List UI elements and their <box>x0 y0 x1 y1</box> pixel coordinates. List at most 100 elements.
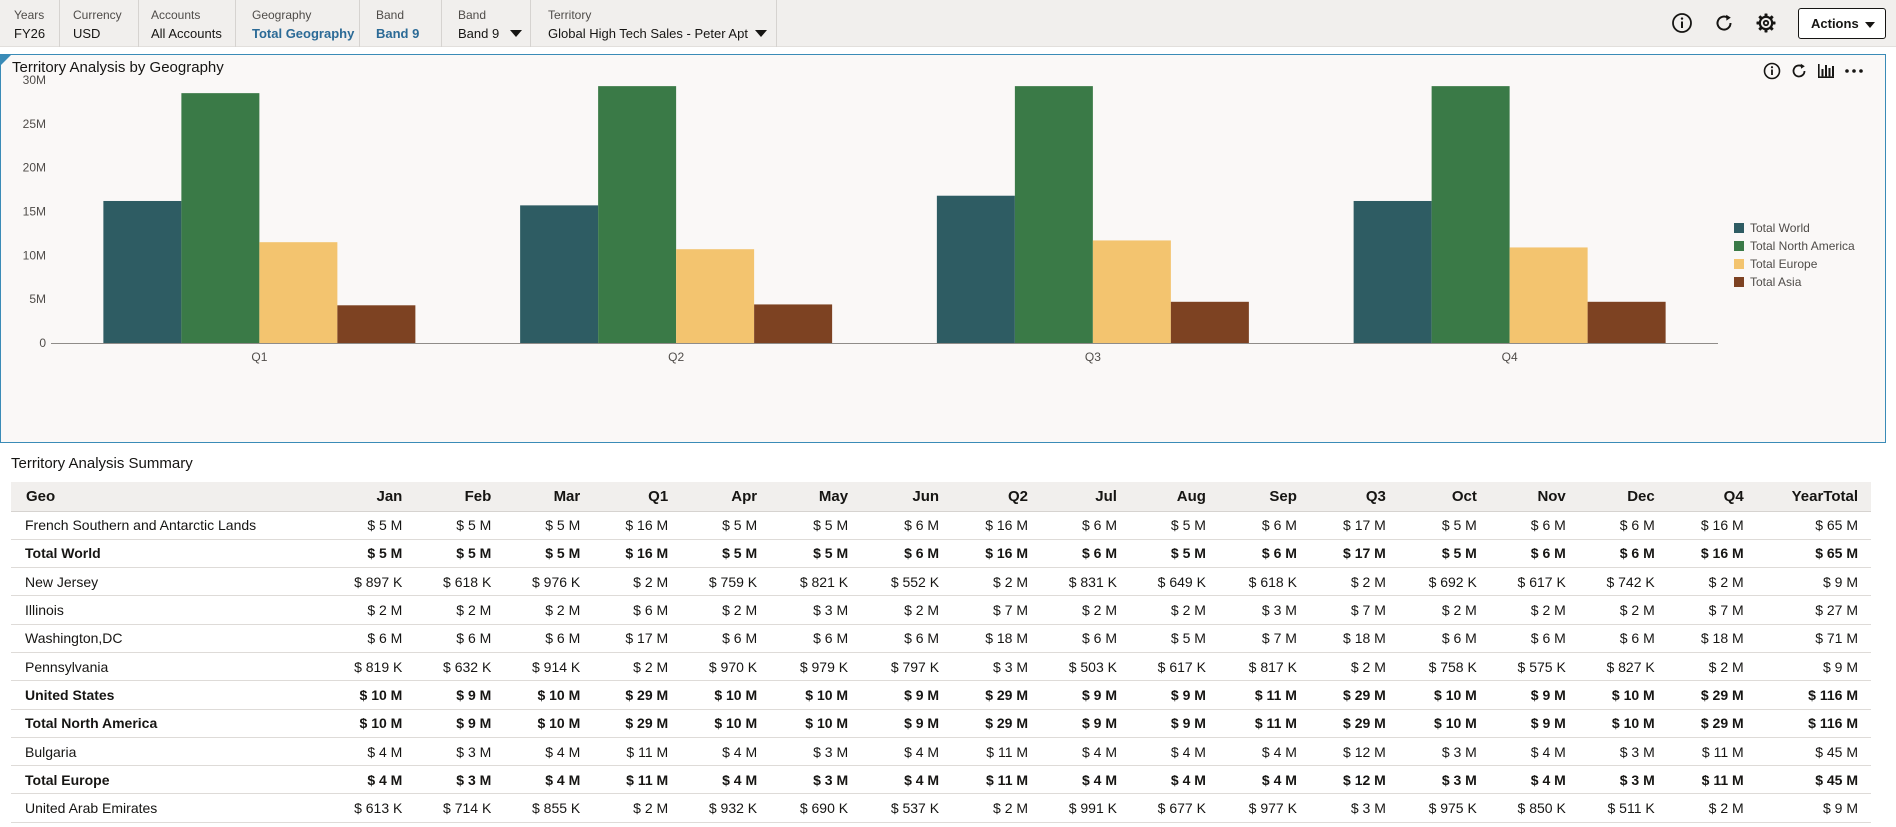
value-cell[interactable]: $ 5 M <box>504 511 594 540</box>
value-cell[interactable]: $ 6 M <box>326 624 416 653</box>
value-cell[interactable]: $ 9 M <box>1041 680 1130 710</box>
row-header-cell[interactable]: United Arab Emirates <box>11 793 327 823</box>
value-cell[interactable]: $ 797 K <box>861 652 953 682</box>
pov-territory[interactable]: Territory Global High Tech Sales - Peter… <box>531 0 777 47</box>
pov-geography-value[interactable]: Total Geography <box>252 26 355 41</box>
value-cell[interactable]: $ 976 K <box>504 567 594 597</box>
legend-item[interactable]: Total World <box>1734 221 1855 239</box>
value-cell[interactable]: $ 4 M <box>1218 737 1310 767</box>
value-cell[interactable]: $ 2 M <box>1309 567 1399 597</box>
value-cell[interactable]: $ 970 K <box>681 652 771 682</box>
value-cell[interactable]: $ 10 M <box>1578 709 1668 738</box>
value-cell[interactable]: $ 979 K <box>770 652 862 682</box>
value-cell[interactable]: $ 7 M <box>1309 595 1399 625</box>
bar-total-asia-q3[interactable] <box>1170 301 1249 343</box>
table-row[interactable]: Total North America $ 10 M $ 9 M $ 10 M $ 29… <box>11 709 1871 738</box>
value-cell[interactable]: $ 975 K <box>1398 793 1490 823</box>
value-cell[interactable]: $ 2 M <box>861 595 953 625</box>
column-header-nov[interactable]: Nov <box>1489 482 1579 512</box>
value-cell[interactable]: $ 18 M <box>952 624 1042 653</box>
value-cell[interactable]: $ 10 M <box>1398 709 1490 738</box>
value-cell[interactable]: $ 991 K <box>1041 793 1130 823</box>
value-cell[interactable]: $ 11 M <box>593 737 682 767</box>
value-cell[interactable]: $ 12 M <box>1309 765 1399 795</box>
value-cell[interactable]: $ 5 M <box>1129 511 1219 540</box>
row-header-cell[interactable]: Bulgaria <box>11 737 327 767</box>
pov-currency[interactable]: Currency USD <box>60 0 139 47</box>
value-cell[interactable]: $ 9 M <box>1129 709 1219 738</box>
value-cell[interactable]: $ 2 M <box>1041 595 1130 625</box>
value-cell[interactable]: $ 4 M <box>861 765 953 795</box>
info-icon[interactable] <box>1761 60 1783 82</box>
value-cell[interactable]: $ 537 K <box>861 793 953 823</box>
table-row[interactable]: Pennsylvania $ 819 K $ 632 K $ 914 K $ 2 M $ … <box>11 652 1871 682</box>
value-cell[interactable]: $ 3 M <box>415 737 505 767</box>
table-row[interactable]: Washington,DC $ 6 M $ 6 M $ 6 M $ 17 M $ 6 M $… <box>11 624 1871 653</box>
value-cell[interactable]: $ 821 K <box>770 567 862 597</box>
value-cell[interactable]: $ 759 K <box>681 567 771 597</box>
value-cell[interactable]: $ 6 M <box>1489 511 1579 540</box>
table-row[interactable]: French Southern and Antarctic Lands $ 5 M… <box>11 511 1871 540</box>
actions-button[interactable]: Actions <box>1798 8 1886 39</box>
bar-total-europe-q2[interactable] <box>676 249 755 343</box>
value-cell[interactable]: $ 6 M <box>861 624 953 653</box>
value-cell[interactable]: $ 10 M <box>681 709 771 738</box>
value-cell[interactable]: $ 3 M <box>1218 595 1310 625</box>
value-cell[interactable]: $ 6 M <box>1218 511 1310 540</box>
chart-type-icon[interactable] <box>1815 60 1837 82</box>
value-cell[interactable]: $ 3 M <box>1309 793 1399 823</box>
value-cell[interactable]: $ 977 K <box>1218 793 1310 823</box>
table-row[interactable]: Bulgaria $ 4 M $ 3 M $ 4 M $ 11 M $ 4 M $ 3 M $… <box>11 737 1871 767</box>
refresh-icon[interactable] <box>1788 60 1810 82</box>
column-header-q4[interactable]: Q4 <box>1667 482 1757 512</box>
value-cell[interactable]: $ 827 K <box>1578 652 1668 682</box>
value-cell[interactable]: $ 3 M <box>770 765 862 795</box>
value-cell[interactable]: $ 5 M <box>415 539 505 569</box>
value-cell[interactable]: $ 5 M <box>770 511 862 540</box>
value-cell[interactable]: $ 9 M <box>1489 709 1579 738</box>
value-cell[interactable]: $ 2 M <box>415 595 505 625</box>
value-cell[interactable]: $ 714 K <box>415 793 505 823</box>
value-cell[interactable]: $ 29 M <box>593 709 682 738</box>
value-cell[interactable]: $ 2 M <box>1667 652 1757 682</box>
value-cell[interactable]: $ 3 M <box>770 595 862 625</box>
value-cell[interactable]: $ 3 M <box>1578 765 1668 795</box>
value-cell[interactable]: $ 5 M <box>415 511 505 540</box>
value-cell[interactable]: $ 2 M <box>952 793 1042 823</box>
legend-item[interactable]: Total Asia <box>1734 275 1855 293</box>
value-cell[interactable]: $ 27 M <box>1756 595 1871 625</box>
value-cell[interactable]: $ 855 K <box>504 793 594 823</box>
value-cell[interactable]: $ 2 M <box>593 567 682 597</box>
value-cell[interactable]: $ 6 M <box>504 624 594 653</box>
value-cell[interactable]: $ 2 M <box>504 595 594 625</box>
value-cell[interactable]: $ 16 M <box>952 539 1042 569</box>
column-header-jun[interactable]: Jun <box>861 482 953 512</box>
value-cell[interactable]: $ 29 M <box>1667 709 1757 738</box>
value-cell[interactable]: $ 11 M <box>1218 709 1310 738</box>
value-cell[interactable]: $ 4 M <box>1129 765 1219 795</box>
row-header-cell[interactable]: Total North America <box>11 709 327 738</box>
value-cell[interactable]: $ 2 M <box>1667 567 1757 597</box>
bar-total-world-q3[interactable] <box>936 195 1015 343</box>
value-cell[interactable]: $ 9 M <box>861 680 953 710</box>
value-cell[interactable]: $ 617 K <box>1489 567 1579 597</box>
bar-total-world-q1[interactable] <box>103 200 182 343</box>
row-header-cell[interactable]: Pennsylvania <box>11 652 327 682</box>
bar-total-north-america-q4[interactable] <box>1431 86 1510 344</box>
value-cell[interactable]: $ 11 M <box>952 737 1042 767</box>
value-cell[interactable]: $ 5 M <box>326 511 416 540</box>
pov-accounts[interactable]: Accounts All Accounts <box>139 0 236 47</box>
value-cell[interactable]: $ 65 M <box>1756 511 1871 540</box>
pov-band-1-value[interactable]: Band 9 <box>376 26 420 41</box>
column-header-mar[interactable]: Mar <box>504 482 594 512</box>
value-cell[interactable]: $ 4 M <box>504 737 594 767</box>
column-header-may[interactable]: May <box>770 482 862 512</box>
value-cell[interactable]: $ 649 K <box>1129 567 1219 597</box>
bar-total-world-q4[interactable] <box>1353 200 1432 343</box>
value-cell[interactable]: $ 10 M <box>504 680 594 710</box>
bar-total-europe-q4[interactable] <box>1509 247 1588 343</box>
value-cell[interactable]: $ 45 M <box>1756 765 1871 795</box>
value-cell[interactable]: $ 758 K <box>1398 652 1490 682</box>
value-cell[interactable]: $ 6 M <box>593 595 682 625</box>
value-cell[interactable]: $ 29 M <box>1309 680 1399 710</box>
